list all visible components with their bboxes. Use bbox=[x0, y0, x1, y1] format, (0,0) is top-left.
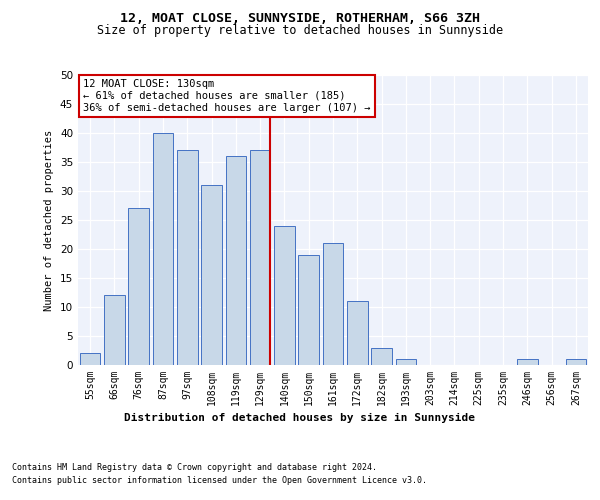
Text: Distribution of detached houses by size in Sunnyside: Distribution of detached houses by size … bbox=[125, 412, 476, 422]
Bar bbox=[226, 156, 246, 365]
Text: Contains public sector information licensed under the Open Government Licence v3: Contains public sector information licen… bbox=[12, 476, 427, 485]
Bar bbox=[177, 150, 197, 365]
Bar bbox=[250, 150, 271, 365]
Bar bbox=[371, 348, 392, 365]
Bar bbox=[347, 301, 368, 365]
Bar bbox=[566, 359, 586, 365]
Bar bbox=[298, 255, 319, 365]
Text: 12, MOAT CLOSE, SUNNYSIDE, ROTHERHAM, S66 3ZH: 12, MOAT CLOSE, SUNNYSIDE, ROTHERHAM, S6… bbox=[120, 12, 480, 26]
Bar bbox=[152, 133, 173, 365]
Bar bbox=[201, 185, 222, 365]
Bar bbox=[517, 359, 538, 365]
Bar bbox=[395, 359, 416, 365]
Bar bbox=[80, 354, 100, 365]
Bar bbox=[323, 243, 343, 365]
Text: Size of property relative to detached houses in Sunnyside: Size of property relative to detached ho… bbox=[97, 24, 503, 37]
Bar bbox=[274, 226, 295, 365]
Text: 12 MOAT CLOSE: 130sqm
← 61% of detached houses are smaller (185)
36% of semi-det: 12 MOAT CLOSE: 130sqm ← 61% of detached … bbox=[83, 80, 371, 112]
Bar bbox=[104, 296, 125, 365]
Text: Contains HM Land Registry data © Crown copyright and database right 2024.: Contains HM Land Registry data © Crown c… bbox=[12, 462, 377, 471]
Bar bbox=[128, 208, 149, 365]
Y-axis label: Number of detached properties: Number of detached properties bbox=[44, 130, 55, 310]
